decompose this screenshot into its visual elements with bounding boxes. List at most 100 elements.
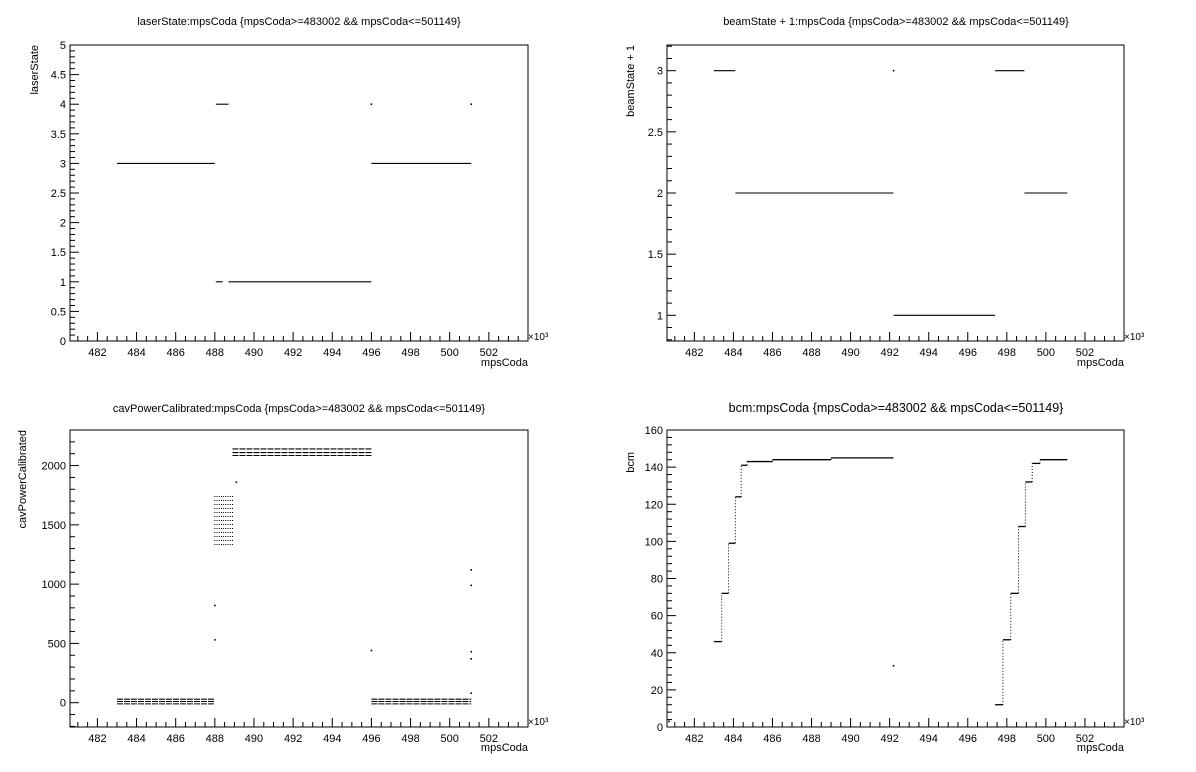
y-tick-label: 60 bbox=[651, 611, 663, 623]
panel-title: laserState:mpsCoda {mpsCoda>=483002 && m… bbox=[137, 16, 461, 28]
y-tick-label: 0 bbox=[657, 722, 663, 734]
x-tick-label: 484 bbox=[127, 733, 145, 745]
y-tick-label: 1 bbox=[657, 310, 663, 322]
y-axis-label: laserState bbox=[29, 45, 41, 95]
x-tick-label: 498 bbox=[401, 733, 419, 745]
y-tick-label: 3 bbox=[60, 158, 66, 170]
data-point bbox=[370, 649, 373, 652]
x-axis-label: mpsCoda bbox=[1077, 742, 1125, 754]
x-tick-label: 498 bbox=[401, 347, 419, 359]
panel-cavpower: cavPowerCalibrated:mpsCoda {mpsCoda>=483… bbox=[17, 403, 549, 754]
x-tick-label: 482 bbox=[685, 733, 703, 745]
x-axis-label: mpsCoda bbox=[481, 357, 529, 369]
data-point bbox=[470, 584, 473, 587]
x-tick-label: 488 bbox=[802, 733, 820, 745]
panel-bcm: bcm:mpsCoda {mpsCoda>=483002 && mpsCoda<… bbox=[625, 401, 1145, 754]
y-tick-label: 40 bbox=[651, 648, 663, 660]
y-tick-label: 4.5 bbox=[51, 70, 66, 82]
y-tick-label: 140 bbox=[645, 462, 663, 474]
plot-frame bbox=[666, 429, 1125, 728]
x-axis-label: mpsCoda bbox=[481, 742, 529, 754]
x-tick-label: 500 bbox=[1037, 347, 1055, 359]
x-tick-label: 492 bbox=[880, 733, 898, 745]
x-tick-label: 496 bbox=[959, 733, 977, 745]
x-tick-label: 502 bbox=[1076, 347, 1094, 359]
x-tick-label: 492 bbox=[880, 347, 898, 359]
data-point bbox=[892, 69, 895, 72]
plot-frame bbox=[69, 44, 529, 342]
y-tick-label: 3.5 bbox=[51, 129, 66, 141]
y-tick-label: 2000 bbox=[42, 461, 66, 473]
x-tick-label: 486 bbox=[167, 347, 185, 359]
y-tick-label: 2.5 bbox=[648, 127, 663, 139]
x-exponent-label: ×10³ bbox=[1124, 332, 1145, 343]
panel-beamstate: beamState + 1:mpsCoda {mpsCoda>=483002 &… bbox=[625, 16, 1145, 369]
x-tick-label: 502 bbox=[480, 733, 498, 745]
y-tick-label: 80 bbox=[651, 574, 663, 586]
y-axis-label: cavPowerCalibrated bbox=[17, 430, 29, 528]
x-tick-label: 482 bbox=[685, 347, 703, 359]
x-tick-label: 494 bbox=[323, 347, 341, 359]
x-tick-label: 494 bbox=[920, 347, 938, 359]
x-tick-label: 492 bbox=[284, 347, 302, 359]
x-tick-label: 494 bbox=[920, 733, 938, 745]
x-tick-label: 496 bbox=[362, 347, 380, 359]
x-tick-label: 502 bbox=[480, 347, 498, 359]
data-point bbox=[470, 103, 473, 105]
y-tick-label: 1000 bbox=[42, 579, 66, 591]
x-tick-label: 498 bbox=[998, 733, 1016, 745]
data-point bbox=[214, 604, 216, 607]
y-tick-label: 0 bbox=[60, 336, 66, 348]
data-point bbox=[370, 103, 373, 105]
y-tick-label: 2.5 bbox=[51, 188, 66, 200]
y-tick-label: 0.5 bbox=[51, 306, 66, 318]
x-axis-label: mpsCoda bbox=[1077, 357, 1125, 369]
x-tick-label: 490 bbox=[245, 347, 263, 359]
data-point bbox=[214, 639, 216, 641]
panel-title: cavPowerCalibrated:mpsCoda {mpsCoda>=483… bbox=[113, 403, 486, 415]
data-point bbox=[470, 650, 473, 653]
x-tick-label: 500 bbox=[441, 347, 459, 359]
x-tick-label: 500 bbox=[441, 733, 459, 745]
y-tick-label: 2 bbox=[60, 218, 66, 230]
panel-laserstate: laserState:mpsCoda {mpsCoda>=483002 && m… bbox=[29, 16, 549, 369]
y-tick-label: 1.5 bbox=[648, 249, 663, 261]
x-tick-label: 490 bbox=[841, 733, 859, 745]
x-exponent-label: ×10³ bbox=[528, 332, 549, 343]
data-point bbox=[470, 569, 473, 571]
y-tick-label: 3 bbox=[657, 66, 663, 78]
data-point bbox=[235, 481, 238, 483]
panel-title: bcm:mpsCoda {mpsCoda>=483002 && mpsCoda<… bbox=[729, 401, 1064, 415]
y-tick-label: 4 bbox=[60, 99, 66, 111]
y-tick-label: 5 bbox=[60, 40, 66, 52]
y-tick-label: 100 bbox=[645, 536, 663, 548]
x-tick-label: 482 bbox=[88, 347, 106, 359]
y-axis-label: beamState + 1 bbox=[625, 45, 637, 117]
x-tick-label: 492 bbox=[284, 733, 302, 745]
y-tick-label: 120 bbox=[645, 499, 663, 511]
x-tick-label: 498 bbox=[998, 347, 1016, 359]
x-tick-label: 482 bbox=[88, 733, 106, 745]
x-tick-label: 486 bbox=[763, 347, 781, 359]
x-exponent-label: ×10³ bbox=[1124, 717, 1145, 728]
data-point bbox=[470, 658, 473, 660]
y-tick-label: 0 bbox=[60, 698, 66, 710]
y-tick-label: 500 bbox=[48, 638, 66, 650]
plot-frame bbox=[69, 429, 529, 728]
y-tick-label: 20 bbox=[651, 685, 663, 697]
x-tick-label: 490 bbox=[841, 347, 859, 359]
data-point bbox=[668, 720, 670, 723]
x-tick-label: 502 bbox=[1076, 733, 1094, 745]
y-tick-label: 160 bbox=[645, 425, 663, 437]
y-tick-label: 2 bbox=[657, 188, 663, 200]
x-tick-label: 496 bbox=[362, 733, 380, 745]
y-tick-label: 1500 bbox=[42, 520, 66, 532]
x-tick-label: 500 bbox=[1037, 733, 1055, 745]
x-tick-label: 496 bbox=[959, 347, 977, 359]
x-tick-label: 484 bbox=[724, 347, 742, 359]
x-tick-label: 486 bbox=[167, 733, 185, 745]
panel-title: beamState + 1:mpsCoda {mpsCoda>=483002 &… bbox=[723, 16, 1069, 28]
x-tick-label: 486 bbox=[763, 733, 781, 745]
data-point bbox=[470, 692, 473, 695]
